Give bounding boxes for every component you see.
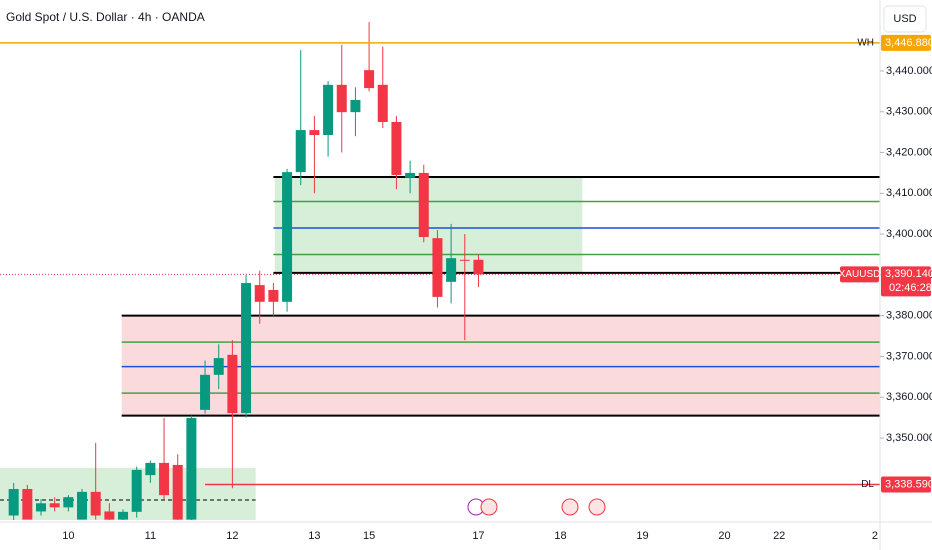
candle-body xyxy=(473,259,484,275)
y-tick-label: 3,350.000 xyxy=(886,432,932,444)
candle-body xyxy=(336,84,347,113)
candle-body xyxy=(186,418,197,520)
candle-body xyxy=(172,464,183,520)
candle-body xyxy=(405,172,416,178)
candle-body xyxy=(22,489,33,520)
candle-body xyxy=(104,511,115,520)
candle-body xyxy=(145,462,156,476)
candle-body xyxy=(63,497,74,508)
candle-body xyxy=(323,84,334,135)
x-tick-label: 12 xyxy=(226,530,238,542)
level-tag xyxy=(881,34,931,51)
chart-title: Gold Spot / U.S. Dollar · 4h · OANDA xyxy=(6,10,205,24)
plot-area xyxy=(0,22,880,520)
event-icon[interactable] xyxy=(561,498,579,516)
price-tag xyxy=(881,266,931,297)
symbol-tag xyxy=(840,266,879,283)
candle-body xyxy=(432,238,443,297)
candle-body xyxy=(131,469,142,512)
candle-body xyxy=(268,289,279,302)
candle-body xyxy=(213,358,224,375)
candle-body xyxy=(159,462,170,496)
candle-body xyxy=(227,354,238,414)
x-tick-label: 22 xyxy=(773,530,785,542)
candle-body xyxy=(200,374,211,410)
x-tick-label: 18 xyxy=(554,530,566,542)
candle-body xyxy=(49,503,60,508)
countdown: 02:46:28 xyxy=(889,282,932,294)
candle-body xyxy=(90,491,101,516)
y-tick-label: 3,440.000 xyxy=(886,65,932,77)
x-tick-label: 20 xyxy=(718,530,730,542)
candle-body xyxy=(77,491,88,520)
candle-body xyxy=(309,130,320,135)
candle-body xyxy=(282,172,293,302)
x-tick-label: 15 xyxy=(363,530,375,542)
candle-body xyxy=(391,121,402,175)
candle-body xyxy=(459,259,470,261)
candle-body xyxy=(350,99,361,113)
candle-body xyxy=(8,489,19,516)
x-tick-label: 10 xyxy=(62,530,74,542)
x-tick-label: 11 xyxy=(145,530,156,542)
level-tag xyxy=(881,476,931,493)
level-label: WH xyxy=(857,38,874,49)
candle-body xyxy=(364,70,375,89)
candle-body xyxy=(295,130,306,173)
y-tick-label: 3,370.000 xyxy=(886,350,932,362)
x-tick-label: 13 xyxy=(308,530,320,542)
level-tag-text: 3,338.590 xyxy=(885,478,932,490)
x-tick-label: 2 xyxy=(872,530,878,542)
y-tick-label: 3,360.000 xyxy=(886,391,932,403)
currency[interactable]: USD xyxy=(893,13,916,25)
y-tick-label: 3,380.000 xyxy=(886,310,932,322)
candle-body xyxy=(118,511,129,520)
candle-body xyxy=(241,283,252,414)
level-label: DL xyxy=(861,479,874,490)
candle-body xyxy=(36,503,47,512)
event-icon[interactable] xyxy=(480,498,498,516)
candle-body xyxy=(377,84,388,122)
x-tick-label: 17 xyxy=(472,530,484,542)
event-icons xyxy=(467,498,606,516)
level-tag-text: 3,446.880 xyxy=(885,37,932,49)
event-icon[interactable] xyxy=(588,498,606,516)
candle-body xyxy=(418,172,429,237)
y-tick-label: 3,410.000 xyxy=(886,187,932,199)
currency-button[interactable] xyxy=(883,5,927,33)
x-tick-label: 19 xyxy=(636,530,648,542)
price-tag-text: 3,390.140 xyxy=(885,268,932,280)
y-tick-label: 3,420.000 xyxy=(886,146,932,158)
y-tick-label: 3,430.000 xyxy=(886,106,932,118)
y-tick-label: 3,400.000 xyxy=(886,228,932,240)
symbol-tag-text: XAUUSD xyxy=(839,269,881,280)
candle-body xyxy=(254,285,265,302)
candle-body xyxy=(446,258,457,282)
